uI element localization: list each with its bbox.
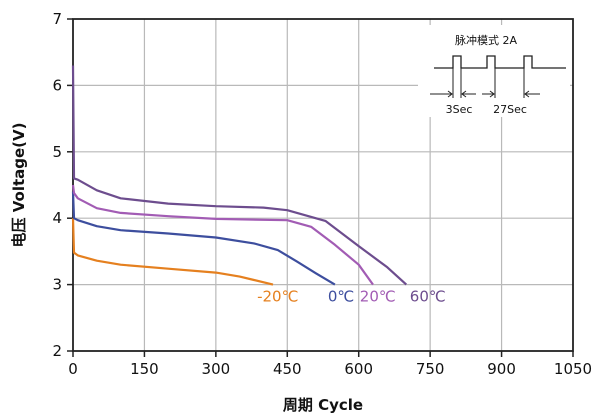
x-tick-label: 900 [487, 360, 516, 378]
series-label: -20℃ [257, 288, 298, 306]
inset-pulse-label: 3Sec [446, 103, 473, 116]
series-line-3 [71, 65, 408, 286]
inset-pulse-waveform [434, 55, 566, 69]
x-tick-label: 750 [416, 360, 445, 378]
y-tick-label: 2 [52, 342, 62, 360]
series-line-0 [71, 218, 274, 286]
y-tick-label: 6 [52, 76, 62, 94]
x-tick-label: 0 [68, 360, 78, 378]
series-line-2 [71, 184, 374, 286]
x-tick-label: 1050 [554, 360, 592, 378]
inset-arrow-right-icon [430, 90, 453, 98]
inset-arrow-left-icon [461, 90, 476, 98]
series-label: 20℃ [360, 288, 396, 306]
series-label: 0℃ [328, 288, 354, 306]
inset-arrow-right-icon [482, 90, 495, 98]
y-tick-label: 5 [52, 143, 62, 161]
x-tick-label: 600 [344, 360, 373, 378]
x-tick-label: 150 [130, 360, 159, 378]
y-tick-label: 4 [52, 209, 62, 227]
y-tick-label: 3 [52, 276, 62, 294]
series-label: 60℃ [410, 288, 446, 306]
y-tick-label: 7 [52, 10, 62, 28]
inset-title: 脉冲模式 2A [455, 33, 517, 47]
series-line-1 [71, 191, 336, 286]
x-axis-title: 周期 Cycle [283, 396, 363, 414]
y-axis-title: 电压 Voltage(V) [10, 123, 28, 248]
x-tick-label: 450 [273, 360, 302, 378]
x-tick-label: 300 [202, 360, 231, 378]
inset-arrow-left-icon [524, 90, 540, 98]
inset-background [418, 25, 570, 117]
inset-rest-label: 27Sec [493, 103, 527, 116]
